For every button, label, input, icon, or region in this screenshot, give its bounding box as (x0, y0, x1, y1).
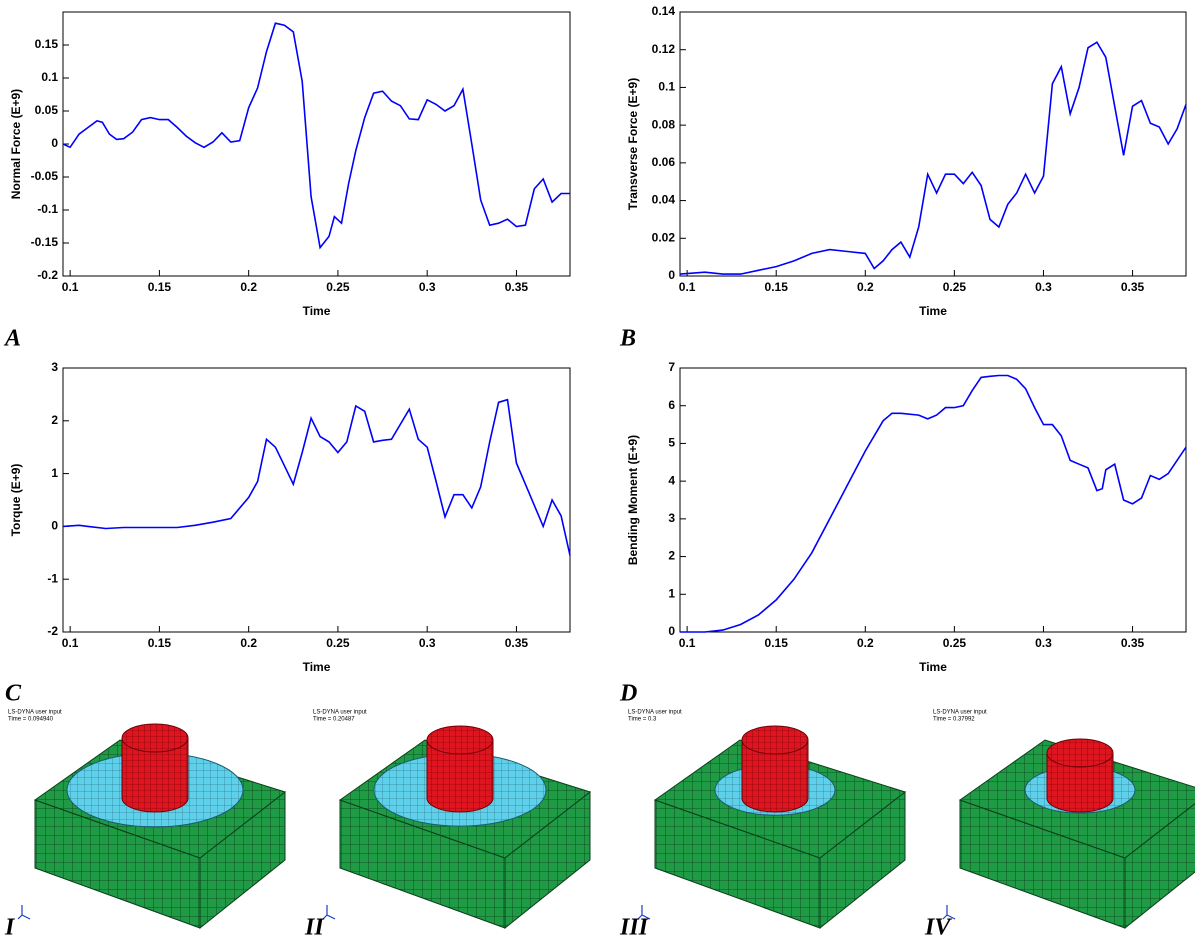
panel-label: A (3, 326, 21, 352)
y-tick-label: 0.14 (652, 4, 676, 18)
plot-frame (680, 368, 1186, 632)
y-tick-label: 3 (51, 360, 58, 374)
sim-label: IV (924, 915, 952, 941)
x-tick-label: 0.35 (505, 636, 529, 650)
sim-title: LS-DYNA user input (628, 710, 682, 716)
axis-triad (18, 905, 30, 919)
y-tick-label: -0.2 (37, 268, 58, 282)
y-tick-label: 0.1 (41, 70, 58, 84)
y-tick-label: 2 (668, 549, 675, 563)
x-tick-label: 0.2 (857, 280, 874, 294)
cylinder-top (122, 724, 188, 752)
x-tick-label: 0.35 (505, 280, 529, 294)
panel-label: C (5, 681, 22, 707)
y-tick-label: -1 (47, 571, 58, 585)
sim-title: LS-DYNA user input (933, 710, 987, 716)
x-tick-label: 0.2 (240, 280, 257, 294)
sim-label: III (619, 915, 650, 941)
x-tick-label: 0.15 (148, 636, 172, 650)
sim-title: LS-DYNA user input (313, 710, 367, 716)
y-axis-label: Transverse Force (E+9) (626, 78, 640, 210)
y-tick-label: -0.05 (31, 169, 59, 183)
plot-frame (63, 368, 570, 632)
y-tick-label: 0 (668, 268, 675, 282)
y-tick-label: 2 (51, 413, 58, 427)
sim-label: II (304, 915, 325, 941)
cylinder-top (427, 726, 493, 754)
x-axis-label: Time (919, 660, 947, 674)
figure: 0.10.150.20.250.30.35-0.2-0.15-0.1-0.050… (0, 0, 1195, 941)
y-tick-label: 3 (668, 511, 675, 525)
y-tick-label: -0.15 (31, 235, 59, 249)
x-axis-label: Time (919, 304, 947, 318)
sim-time: Time = 0.3 (628, 717, 657, 723)
y-axis-label: Torque (E+9) (9, 464, 23, 537)
sim-title: LS-DYNA user input (8, 710, 62, 716)
y-tick-label: 7 (668, 360, 675, 374)
x-tick-label: 0.2 (857, 636, 874, 650)
y-tick-label: 0.15 (35, 37, 59, 51)
y-tick-label: 0.1 (658, 80, 675, 94)
y-tick-label: 4 (668, 473, 675, 487)
x-tick-label: 0.1 (679, 280, 696, 294)
x-tick-label: 0.1 (62, 280, 79, 294)
y-tick-label: -2 (47, 624, 58, 638)
axis-triad (323, 905, 335, 919)
x-tick-label: 0.2 (240, 636, 257, 650)
x-tick-label: 0.15 (765, 636, 789, 650)
sim-label: I (4, 915, 16, 941)
y-tick-label: 0.05 (35, 103, 59, 117)
sim-time: Time = 0.20487 (313, 717, 355, 723)
x-tick-label: 0.25 (943, 280, 967, 294)
x-tick-label: 0.3 (419, 636, 436, 650)
y-tick-label: -0.1 (37, 202, 58, 216)
x-tick-label: 0.35 (1121, 280, 1145, 294)
x-tick-label: 0.15 (148, 280, 172, 294)
panel-label: B (619, 326, 636, 352)
y-axis-label: Normal Force (E+9) (9, 89, 23, 199)
x-tick-label: 0.25 (943, 636, 967, 650)
x-tick-label: 0.3 (1035, 636, 1052, 650)
plot-frame (63, 12, 570, 276)
plot-frame (680, 12, 1186, 276)
x-tick-label: 0.25 (326, 636, 350, 650)
panel-label: D (619, 681, 637, 707)
sim-time: Time = 0.37992 (933, 717, 975, 723)
x-tick-label: 0.3 (419, 280, 436, 294)
x-tick-label: 0.35 (1121, 636, 1145, 650)
y-tick-label: 5 (668, 436, 675, 450)
x-tick-label: 0.25 (326, 280, 350, 294)
y-tick-label: 0.12 (652, 42, 676, 56)
cylinder-top (742, 726, 808, 754)
y-axis-label: Bending Moment (E+9) (626, 435, 640, 565)
data-line (680, 42, 1186, 274)
y-tick-label: 0 (51, 519, 58, 533)
x-axis-label: Time (303, 660, 331, 674)
y-tick-label: 1 (51, 466, 58, 480)
data-line (63, 400, 570, 556)
y-tick-label: 6 (668, 398, 675, 412)
data-line (680, 376, 1186, 633)
cylinder-top (1047, 739, 1113, 767)
x-tick-label: 0.15 (765, 280, 789, 294)
data-line (63, 23, 570, 247)
x-tick-label: 0.3 (1035, 280, 1052, 294)
x-tick-label: 0.1 (679, 636, 696, 650)
y-tick-label: 0.02 (652, 230, 676, 244)
sim-time: Time = 0.094940 (8, 717, 54, 723)
y-tick-label: 0 (668, 624, 675, 638)
y-tick-label: 0.08 (652, 117, 676, 131)
x-axis-label: Time (303, 304, 331, 318)
y-tick-label: 0.04 (652, 193, 676, 207)
y-tick-label: 1 (668, 586, 675, 600)
y-tick-label: 0 (51, 136, 58, 150)
y-tick-label: 0.06 (652, 155, 676, 169)
x-tick-label: 0.1 (62, 636, 79, 650)
